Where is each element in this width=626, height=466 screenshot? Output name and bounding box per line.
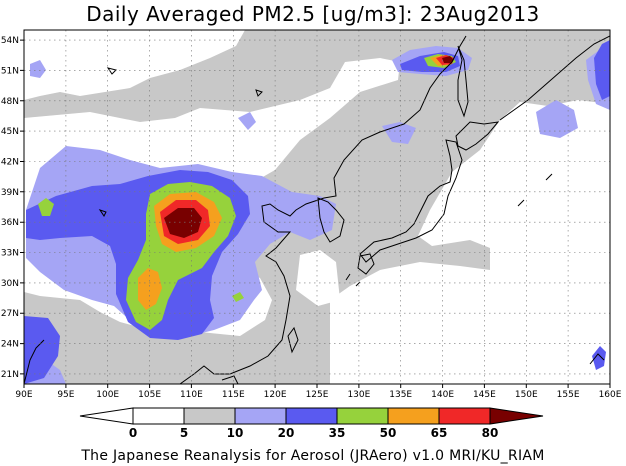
colorbar-segment-2 bbox=[183, 407, 236, 425]
colorbar-segment-3 bbox=[234, 407, 287, 425]
coastline-taiwan bbox=[287, 326, 299, 354]
colorbar-segment-6 bbox=[387, 407, 440, 425]
lon-tick-label: 160E bbox=[599, 390, 622, 400]
lon-tick-label: 95E bbox=[57, 390, 74, 400]
lat-tick-label: 39N bbox=[1, 188, 19, 198]
colorbar-label: 5 bbox=[180, 426, 188, 440]
coastlines bbox=[24, 35, 610, 384]
colorbar-segment-5 bbox=[336, 407, 389, 425]
coastline-lakes bbox=[98, 67, 263, 217]
colorbar-segment-4 bbox=[285, 407, 338, 425]
colorbar-label: 50 bbox=[380, 426, 397, 440]
lon-tick-labels: 90E 95E 100E 105E 110E 115E 120E 125E 13… bbox=[15, 390, 621, 400]
colorbar bbox=[79, 407, 544, 425]
footer-credit: The Japanese Reanalysis for Aerosol (JRA… bbox=[81, 448, 545, 464]
lon-tick-label: 145E bbox=[473, 390, 496, 400]
lat-tick-label: 27N bbox=[1, 309, 19, 319]
colorbar-label: 10 bbox=[227, 426, 244, 440]
colorbar-segment-0 bbox=[79, 407, 134, 425]
coastline-korea bbox=[317, 197, 345, 243]
colorbar-segment-7 bbox=[438, 407, 491, 425]
coastline-kuril bbox=[499, 35, 610, 121]
coastline-hainan bbox=[221, 375, 239, 384]
lat-tick-label: 48N bbox=[1, 97, 19, 107]
colorbar-label: 80 bbox=[482, 426, 499, 440]
lat-tick-label: 33N bbox=[1, 249, 19, 259]
lat-tick-label: 36N bbox=[1, 218, 19, 228]
coastline-sakhalin bbox=[457, 45, 469, 118]
contour-80-plus bbox=[164, 56, 454, 238]
lat-tick-label: 45N bbox=[1, 127, 19, 137]
lon-tick-label: 125E bbox=[306, 390, 329, 400]
colorbar-label: 20 bbox=[278, 426, 295, 440]
lon-tick-label: 155E bbox=[557, 390, 580, 400]
lon-tick-label: 120E bbox=[264, 390, 287, 400]
map-title: Daily Averaged PM2.5 [ug/m3]: 23Aug2013 bbox=[86, 2, 540, 26]
lat-tick-labels: 54N 51N 48N 45N 42N 39N 36N 33N 30N 27N … bbox=[1, 36, 19, 380]
lat-tick-label: 24N bbox=[1, 340, 19, 350]
lat-tick-label: 42N bbox=[1, 158, 19, 168]
lon-tick-label: 105E bbox=[138, 390, 161, 400]
lon-tick-label: 110E bbox=[180, 390, 203, 400]
colorbar-segment-8 bbox=[489, 407, 544, 425]
lon-tick-label: 135E bbox=[389, 390, 412, 400]
coastline-indochina bbox=[24, 339, 45, 384]
lat-tick-label: 54N bbox=[1, 36, 19, 46]
colorbar-labels: 0 5 10 20 35 50 65 80 bbox=[129, 426, 499, 440]
lat-tick-label: 21N bbox=[1, 370, 19, 380]
coastline-islands bbox=[345, 173, 605, 365]
grid bbox=[24, 30, 610, 384]
lat-tick-label: 30N bbox=[1, 279, 19, 289]
colorbar-label: 35 bbox=[329, 426, 346, 440]
colorbar-label: 0 bbox=[129, 426, 137, 440]
coastline-japan-kyushu bbox=[357, 253, 375, 275]
lon-tick-label: 140E bbox=[431, 390, 454, 400]
coastline-asia bbox=[179, 35, 467, 384]
lon-tick-label: 115E bbox=[222, 390, 245, 400]
coastline-japan-hokkaido bbox=[455, 121, 500, 151]
coastline-japan-honshu bbox=[359, 139, 463, 263]
tick-marks bbox=[20, 39, 611, 388]
colorbar-label: 65 bbox=[431, 426, 448, 440]
pm25-field bbox=[24, 30, 610, 384]
lon-tick-label: 150E bbox=[515, 390, 538, 400]
colorbar-segment-1 bbox=[132, 407, 185, 425]
lat-tick-label: 51N bbox=[1, 66, 19, 76]
lon-tick-label: 130E bbox=[347, 390, 370, 400]
lon-tick-label: 100E bbox=[96, 390, 119, 400]
lon-tick-label: 90E bbox=[15, 390, 32, 400]
